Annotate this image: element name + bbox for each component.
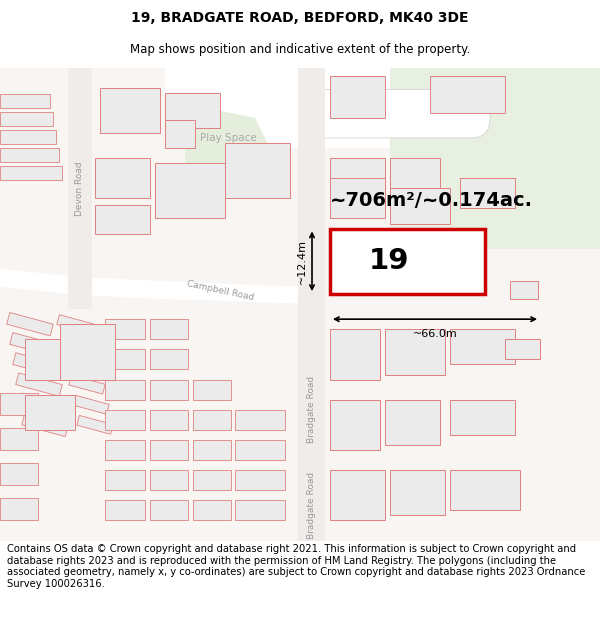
Bar — [193, 379, 231, 400]
Text: Map shows position and indicative extent of the property.: Map shows position and indicative extent… — [130, 42, 470, 56]
Bar — [150, 501, 188, 521]
Polygon shape — [0, 68, 600, 541]
Bar — [100, 88, 160, 133]
Polygon shape — [69, 375, 105, 394]
Bar — [150, 410, 188, 430]
Text: Play Space: Play Space — [200, 133, 256, 143]
Text: Devon Road: Devon Road — [74, 161, 83, 216]
Text: Contains OS data © Crown copyright and database right 2021. This information is : Contains OS data © Crown copyright and d… — [7, 544, 586, 589]
Bar — [95, 158, 150, 198]
FancyBboxPatch shape — [305, 89, 490, 138]
Polygon shape — [13, 352, 59, 376]
Bar — [150, 440, 188, 460]
Bar — [150, 319, 188, 339]
Bar — [390, 158, 440, 188]
Bar — [150, 349, 188, 369]
Bar — [0, 112, 53, 126]
Polygon shape — [165, 68, 390, 148]
Bar — [105, 440, 145, 460]
Bar — [193, 470, 231, 490]
Bar — [105, 470, 145, 490]
Bar — [0, 498, 38, 521]
Bar — [450, 400, 515, 435]
Text: Bradgate Road: Bradgate Road — [307, 376, 316, 443]
Bar — [105, 319, 145, 339]
Bar — [430, 76, 505, 112]
Bar — [193, 410, 231, 430]
Bar — [0, 428, 38, 450]
Bar — [330, 178, 385, 219]
Bar — [165, 92, 220, 128]
Bar — [95, 206, 150, 234]
Polygon shape — [0, 269, 310, 304]
Text: 19: 19 — [368, 248, 409, 275]
Bar — [330, 229, 485, 294]
Polygon shape — [57, 315, 93, 334]
Bar — [105, 379, 145, 400]
Bar — [505, 339, 540, 359]
Bar — [150, 379, 188, 400]
Text: ~12.4m: ~12.4m — [297, 239, 307, 284]
Text: Bradgate Road: Bradgate Road — [307, 472, 316, 539]
Bar — [235, 501, 285, 521]
Text: ~66.0m: ~66.0m — [413, 329, 457, 339]
Bar — [510, 281, 538, 299]
Bar — [0, 166, 62, 180]
Polygon shape — [7, 312, 53, 336]
Bar — [385, 329, 445, 374]
Bar — [25, 339, 90, 379]
Bar — [0, 94, 50, 108]
Bar — [25, 394, 75, 430]
Bar — [450, 329, 515, 364]
Polygon shape — [185, 107, 270, 188]
Polygon shape — [65, 355, 101, 374]
Bar — [165, 120, 195, 148]
Bar — [60, 324, 115, 379]
Bar — [105, 349, 145, 369]
Polygon shape — [22, 413, 68, 436]
Bar — [105, 410, 145, 430]
Bar — [155, 163, 225, 219]
Bar — [150, 470, 188, 490]
Polygon shape — [73, 395, 109, 414]
Bar — [330, 76, 385, 118]
Bar — [330, 329, 380, 379]
Polygon shape — [298, 68, 325, 541]
Polygon shape — [68, 68, 92, 309]
Bar — [193, 501, 231, 521]
Polygon shape — [77, 416, 113, 434]
Bar — [235, 470, 285, 490]
Bar — [0, 148, 59, 162]
Bar — [105, 501, 145, 521]
Polygon shape — [16, 373, 62, 396]
Bar — [0, 130, 56, 144]
Bar — [235, 440, 285, 460]
Text: 19, BRADGATE ROAD, BEDFORD, MK40 3DE: 19, BRADGATE ROAD, BEDFORD, MK40 3DE — [131, 11, 469, 26]
Bar — [193, 440, 231, 460]
Bar — [225, 143, 290, 198]
Bar — [390, 188, 450, 224]
Bar — [330, 158, 385, 198]
Polygon shape — [10, 332, 56, 356]
Bar — [450, 470, 520, 511]
Bar — [0, 392, 38, 415]
Bar — [330, 470, 385, 521]
Polygon shape — [390, 68, 600, 249]
Text: ~706m²/~0.174ac.: ~706m²/~0.174ac. — [330, 191, 533, 210]
Bar — [235, 410, 285, 430]
Bar — [390, 470, 445, 516]
Bar — [460, 178, 515, 208]
Polygon shape — [19, 393, 65, 416]
Bar — [330, 400, 380, 450]
Polygon shape — [61, 335, 97, 354]
Text: Campbell Road: Campbell Road — [185, 279, 254, 302]
Bar — [385, 400, 440, 445]
Bar — [0, 463, 38, 485]
